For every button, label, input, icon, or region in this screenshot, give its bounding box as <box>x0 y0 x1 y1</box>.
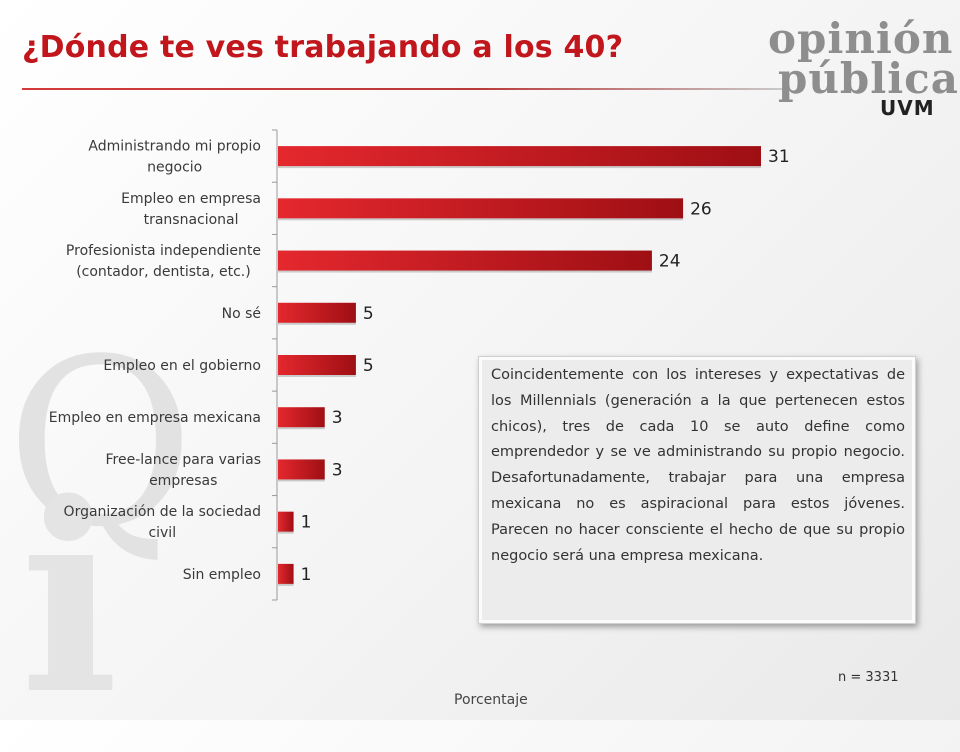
bar-shadow <box>278 531 294 534</box>
commentary-box: Coincidentemente con los intereses y exp… <box>478 356 916 624</box>
category-label-line: negocio <box>147 160 202 176</box>
page-title: ¿Dónde te ves trabajando a los 40? <box>22 30 624 65</box>
category-label-line: Empleo en el gobierno <box>103 358 261 374</box>
category-label-line: No sé <box>222 306 261 322</box>
bar-shadow <box>278 479 325 482</box>
bar <box>278 146 761 167</box>
category-label-line: Administrando mi propio <box>88 139 261 155</box>
bar-shadow <box>278 427 325 430</box>
category-label-line: Empleo en empresa <box>121 191 261 207</box>
bar-shadow <box>278 583 294 586</box>
category-label: Empleo en empresa transnacional <box>121 191 261 228</box>
data-label: 1 <box>301 513 312 533</box>
data-label: 24 <box>659 252 681 272</box>
category-label-line: Free-lance para varias <box>106 452 262 468</box>
data-label: 5 <box>363 356 374 376</box>
bar <box>278 198 684 219</box>
category-label-line: transnacional <box>144 212 239 228</box>
bar-shadow <box>278 322 356 325</box>
bar-shadow <box>278 218 684 221</box>
category-label: Organización de la sociedad civil <box>64 504 261 541</box>
category-label: Empleo en empresa mexicana <box>49 410 261 426</box>
logo-word-publica: pública <box>778 54 959 103</box>
category-label: No sé <box>222 306 261 322</box>
bar <box>278 302 356 323</box>
data-label: 31 <box>768 147 790 167</box>
bar <box>278 511 294 532</box>
data-label: 1 <box>301 565 312 585</box>
category-label-line: civil <box>148 525 176 541</box>
category-label-line: empresas <box>149 473 217 489</box>
bar-shadow <box>278 270 652 273</box>
logo-word-opinion: opinión <box>768 14 954 63</box>
opinion-publica-logo: opinión pública UVM <box>768 10 958 120</box>
category-label: Administrando mi propio negocio <box>88 139 261 176</box>
bar <box>278 250 652 271</box>
sample-size-label: n = 3331 <box>838 670 899 685</box>
data-label: 3 <box>332 408 343 428</box>
title-divider <box>22 88 782 90</box>
watermark-quote-glyph: Q <box>6 311 195 578</box>
bar-shadow <box>278 375 356 377</box>
category-label-line: Profesionista independiente <box>66 243 261 259</box>
category-label-line: Organización de la sociedad <box>64 504 261 520</box>
logo-word-uvm: UVM <box>880 96 935 120</box>
data-label: 5 <box>363 304 374 324</box>
x-axis-title: Porcentaje <box>454 692 528 708</box>
watermark-i-glyph: i <box>20 447 119 752</box>
bar <box>278 407 325 428</box>
category-label-line: (contador, dentista, etc.) <box>76 264 251 280</box>
commentary-text: Coincidentemente con los intereses y exp… <box>491 367 905 564</box>
data-label: 3 <box>332 460 343 480</box>
category-label: Sin empleo <box>183 567 261 583</box>
bar <box>278 563 294 584</box>
category-label-line: Sin empleo <box>183 567 261 583</box>
data-label: 26 <box>690 199 712 219</box>
bar <box>278 459 325 480</box>
category-label: Empleo en el gobierno <box>103 358 261 374</box>
category-label: Profesionista independiente (contador, de… <box>66 243 261 280</box>
bar-shadow <box>278 166 761 169</box>
category-label: Free-lance para varias empresas <box>106 452 262 489</box>
category-label-line: Empleo en empresa mexicana <box>49 410 261 426</box>
bar <box>278 355 356 375</box>
